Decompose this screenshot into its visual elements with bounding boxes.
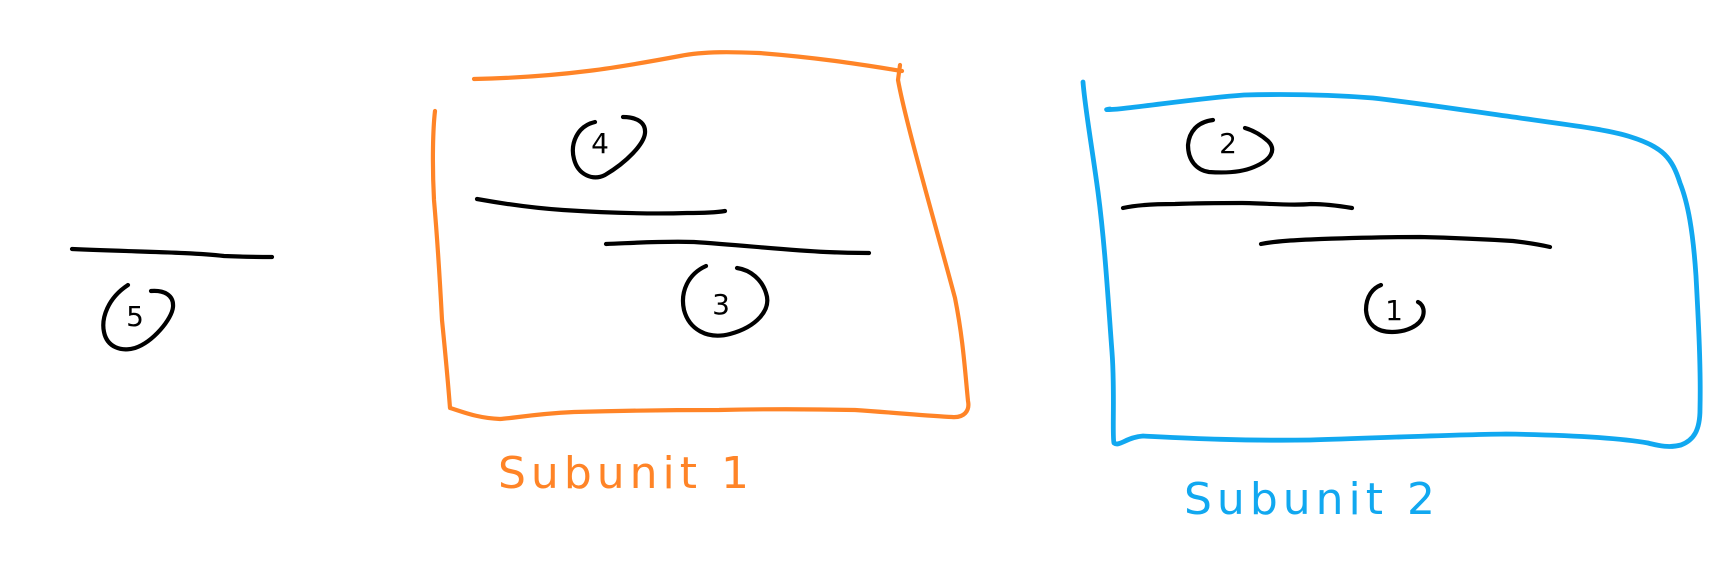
subunit-1-lower-circle	[680, 263, 770, 338]
subunit-2-upper-circle	[1185, 117, 1275, 175]
subunit-1-box	[430, 50, 971, 422]
subunit-1-lower-number: 3	[712, 288, 730, 321]
subunit-1: 4 3 Subunit 1	[430, 50, 971, 499]
subunit-1-upper-number: 4	[591, 127, 609, 160]
left-circle	[101, 282, 176, 352]
left-number: 5	[126, 300, 144, 333]
subunit-2-box	[1080, 79, 1703, 449]
subunit-1-lower-line	[603, 239, 872, 256]
left-group: 5	[69, 246, 275, 352]
subunit-2: 2 1 Subunit 2	[1080, 79, 1703, 525]
subunit-2-lower-line	[1258, 234, 1553, 250]
subunit-2-upper-line	[1120, 200, 1355, 211]
subunit-2-lower-circle	[1363, 282, 1426, 335]
subunit-1-upper-circle	[570, 114, 648, 180]
left-line	[69, 246, 275, 260]
subunit-1-upper-line	[474, 196, 728, 216]
subunit-2-lower-number: 1	[1385, 294, 1403, 327]
subunit-2-label: Subunit 2	[1184, 474, 1440, 525]
subunit-1-label: Subunit 1	[498, 448, 754, 499]
subunit-2-upper-number: 2	[1219, 127, 1237, 160]
